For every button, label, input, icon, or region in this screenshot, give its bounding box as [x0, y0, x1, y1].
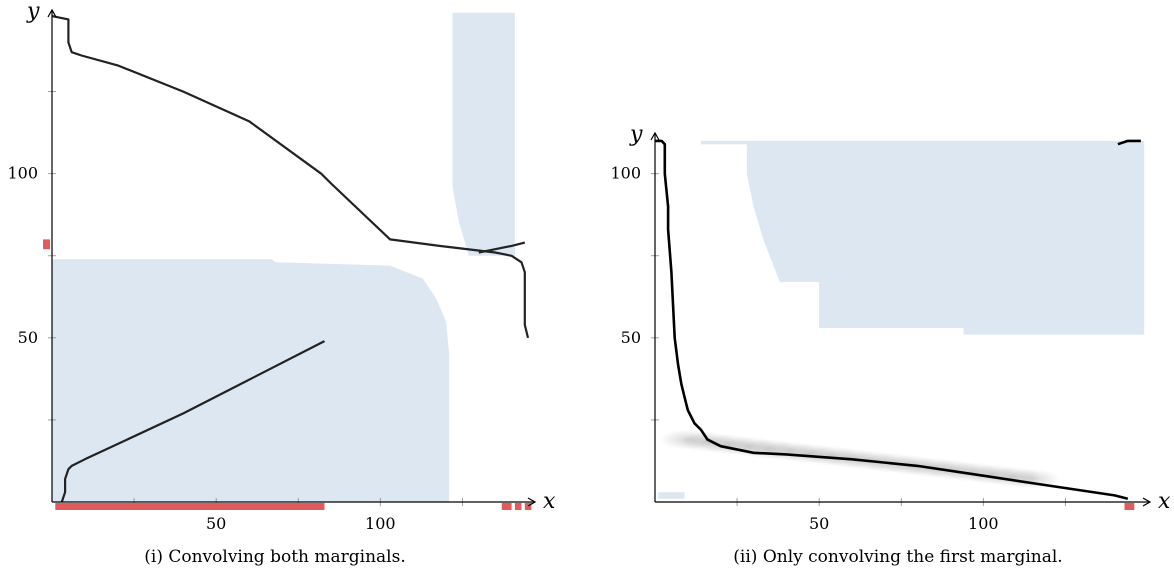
shaded-region-1	[701, 140, 1145, 335]
y-axis-arrow	[650, 131, 660, 141]
axes	[47, 8, 537, 507]
x-tick-label: 100	[968, 514, 999, 533]
shaded-regions	[658, 140, 1145, 499]
x-axis-label: x	[543, 489, 556, 514]
curve-3	[478, 241, 526, 254]
curves	[51, 15, 530, 503]
shaded-region-2	[658, 492, 685, 499]
tick-labels: 50 100 50 100	[610, 164, 998, 533]
x-marginal-mark	[524, 503, 532, 510]
curve-1	[51, 15, 530, 339]
marginal-marks	[1124, 503, 1135, 510]
x-axis-arrow	[1142, 497, 1152, 507]
panel-convolving-both: 50 100 50 100 x y (i) Convolving both margi…	[7, 0, 556, 567]
caption-panel-i: (i) Convolving both marginals.	[144, 547, 406, 567]
curve-1	[655, 139, 1129, 500]
x-marginal-mark	[501, 503, 512, 510]
y-tick-label: 100	[7, 164, 38, 183]
caption-panel-ii: (ii) Only convolving the first marginal.	[733, 547, 1062, 567]
x-marginal-mark	[514, 503, 522, 510]
y-marginal-mark	[43, 239, 50, 250]
x-marginal-mark	[55, 503, 325, 510]
x-marginal-mark	[1124, 503, 1135, 510]
y-tick-label: 50	[621, 328, 641, 347]
shaded-region-2	[452, 12, 515, 256]
x-tick-label: 50	[809, 514, 829, 533]
tick-labels: 50 100 50 100	[7, 164, 395, 533]
shaded-region-1	[52, 259, 450, 502]
shaded-regions	[52, 12, 515, 502]
panel-first-marginal-only: 50 100 50 100 x y (ii) Only convolving the …	[610, 122, 1171, 567]
x-tick-label: 100	[365, 514, 396, 533]
marginal-marks	[43, 239, 532, 510]
y-tick-label: 100	[610, 164, 641, 183]
x-tick-label: 50	[206, 514, 226, 533]
curve-2	[60, 340, 326, 503]
y-axis-arrow	[47, 8, 57, 18]
x-axis-label: x	[1158, 489, 1171, 514]
y-tick-label: 50	[18, 328, 38, 347]
axes	[650, 131, 1152, 507]
y-axis-label: y	[629, 122, 643, 147]
curves	[655, 139, 1141, 500]
y-axis-label: y	[26, 0, 40, 24]
curve-2	[1117, 139, 1141, 146]
x-axis-arrow	[527, 497, 537, 507]
